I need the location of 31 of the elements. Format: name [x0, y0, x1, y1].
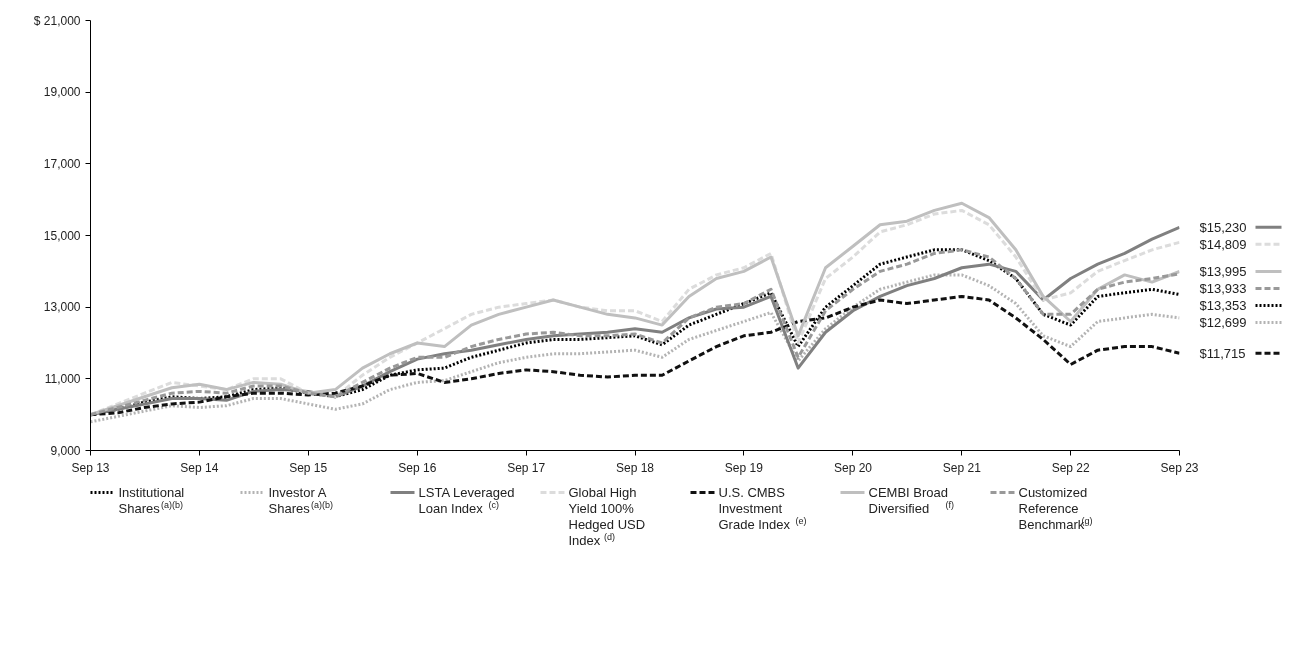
x-tick-label: Sep 21: [942, 460, 982, 475]
y-tick-label: 9,000: [50, 443, 81, 458]
data-label: $15,230: [1199, 219, 1247, 235]
data-label: $14,809: [1199, 236, 1247, 252]
y-tick-label: 13,000: [43, 300, 81, 315]
x-tick-label: Sep 18: [615, 460, 655, 475]
x-tick-label: Sep 19: [724, 460, 764, 475]
data-label: $11,715: [1199, 345, 1246, 361]
x-tick-label: Sep 20: [833, 460, 873, 475]
y-tick-label: 19,000: [43, 85, 81, 100]
x-tick-label: Sep 15: [289, 460, 328, 475]
x-tick-label: Sep 22: [1051, 460, 1090, 475]
x-tick-label: Sep 16: [398, 460, 437, 475]
data-label: $12,699: [1199, 315, 1247, 331]
x-tick-label: Sep 14: [180, 460, 219, 475]
data-label: $13,995: [1199, 264, 1247, 280]
y-tick-label: 11,000: [44, 371, 81, 386]
y-tick-label: 15,000: [43, 228, 81, 243]
legend-label: LSTA Leveraged Loan Index(c): [418, 485, 515, 516]
legend-label: Global High Yield 100% Hedged USD Index(d): [568, 485, 646, 548]
x-tick-label: Sep 17: [507, 460, 546, 475]
y-tick-label: $ 21,000: [33, 13, 81, 28]
data-label: $13,353: [1199, 298, 1247, 314]
x-tick-label: Sep 23: [1160, 460, 1199, 475]
y-tick-label: 17,000: [43, 156, 81, 171]
data-label: $13,933: [1199, 281, 1247, 297]
line-series: [90, 273, 1180, 424]
x-tick-label: Sep 13: [71, 460, 110, 475]
text: CEMBI Broad Diversified(f): [868, 485, 954, 516]
legend-label: U.S. CMBS Investment Grade Index(e): [718, 485, 807, 532]
line-series: [90, 294, 1180, 417]
